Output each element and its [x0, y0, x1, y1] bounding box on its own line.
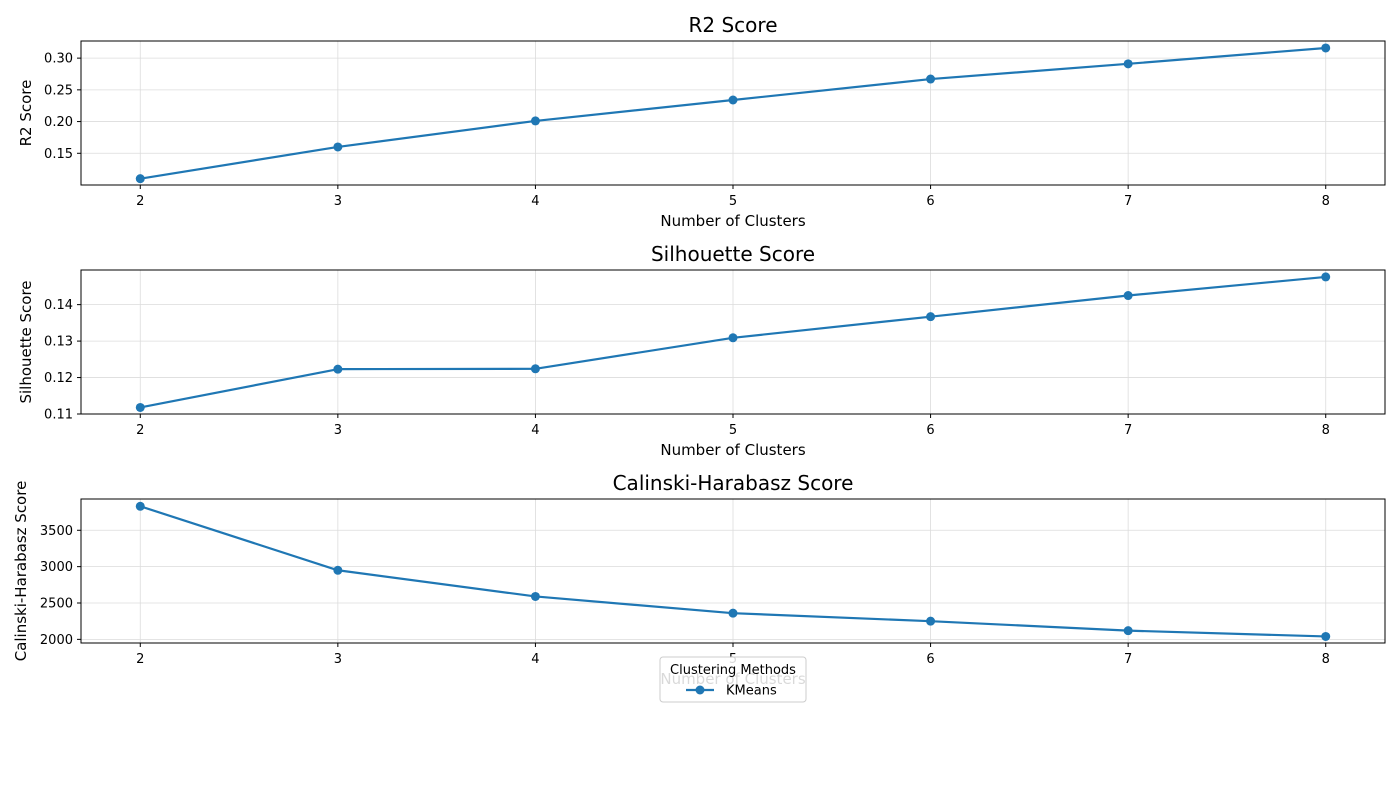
axes-frame [80, 40, 1386, 186]
subplot-3: 23456782000250030003500Calinski-Harabasz… [12, 471, 1386, 688]
data-point [1321, 631, 1331, 641]
y-tick-label: 0.14 [44, 298, 73, 313]
y-tick-label: 0.25 [44, 83, 73, 98]
y-tick-label: 3500 [40, 524, 73, 539]
y-axis-label: Silhouette Score [17, 280, 35, 403]
x-axis-label: Number of Clusters [660, 212, 805, 230]
x-tick-label: 3 [334, 423, 342, 438]
data-point [1123, 59, 1133, 69]
data-point [530, 116, 540, 126]
data-point [333, 565, 343, 575]
x-tick-label: 3 [334, 652, 342, 667]
data-point [1321, 43, 1331, 53]
data-point [926, 74, 936, 84]
data-point [333, 142, 343, 152]
y-tick-label: 0.13 [44, 335, 73, 350]
data-point [1123, 626, 1133, 636]
subplot-2: 2 3 4 5 6 7 8 0.11 0.12 0.13 0.14 Silhouette Score N… [17, 242, 1386, 459]
data-point [728, 333, 738, 343]
x-tick-label: 6 [926, 423, 934, 438]
data-point [926, 616, 936, 626]
x-tick-label: 4 [531, 194, 539, 209]
x-tick-label: 3 [334, 194, 342, 209]
x-tick-label: 6 [926, 194, 934, 209]
data-point [135, 402, 145, 412]
x-tick-label: 7 [1124, 194, 1132, 209]
data-point [926, 312, 936, 322]
data-point [1123, 291, 1133, 301]
axes-frame [80, 269, 1386, 415]
x-tick-label: 5 [729, 194, 737, 209]
y-tick-label: 0.11 [44, 408, 73, 423]
chart-title: Calinski-Harabasz Score [613, 471, 854, 495]
x-tick-label: 4 [531, 423, 539, 438]
x-tick-label: 8 [1322, 423, 1330, 438]
legend-title: Clustering Methods [670, 663, 796, 678]
x-tick-label: 8 [1322, 652, 1330, 667]
chart-title: R2 Score [689, 13, 778, 37]
subplot-1: 2 3 4 5 6 7 8 0.15 0.20 0.25 0.30 R2 Score Number of… [17, 13, 1386, 230]
y-tick-label: 2500 [40, 597, 73, 612]
x-tick-label: 7 [1124, 652, 1132, 667]
data-point [333, 364, 343, 374]
data-point [530, 364, 540, 374]
data-point [530, 591, 540, 601]
x-tick-label: 4 [531, 652, 539, 667]
data-point [135, 174, 145, 184]
y-tick-label: 0.30 [44, 52, 73, 67]
data-point [728, 608, 738, 618]
y-tick-label: 3000 [40, 560, 73, 575]
data-point [135, 501, 145, 511]
y-tick-label: 2000 [40, 633, 73, 648]
legend-marker [695, 685, 705, 695]
x-tick-label: 2 [136, 652, 144, 667]
y-tick-label: 0.15 [44, 147, 73, 162]
y-axis-label: Calinski-Harabasz Score [12, 481, 30, 662]
x-tick-label: 6 [926, 652, 934, 667]
data-point [1321, 272, 1331, 282]
y-tick-label: 0.20 [44, 115, 73, 130]
x-tick-label: 7 [1124, 423, 1132, 438]
y-axis-label: R2 Score [17, 80, 35, 147]
chart-title: Silhouette Score [651, 242, 815, 266]
x-tick-label: 5 [729, 423, 737, 438]
x-axis-label: Number of Clusters [660, 441, 805, 459]
x-tick-label: 2 [136, 423, 144, 438]
data-point [728, 95, 738, 105]
legend-label: KMeans [726, 684, 777, 699]
y-tick-label: 0.12 [44, 371, 73, 386]
axes-frame [80, 498, 1386, 644]
x-tick-label: 8 [1322, 194, 1330, 209]
legend: Clustering Methods KMeans [659, 656, 807, 703]
x-tick-label: 2 [136, 194, 144, 209]
